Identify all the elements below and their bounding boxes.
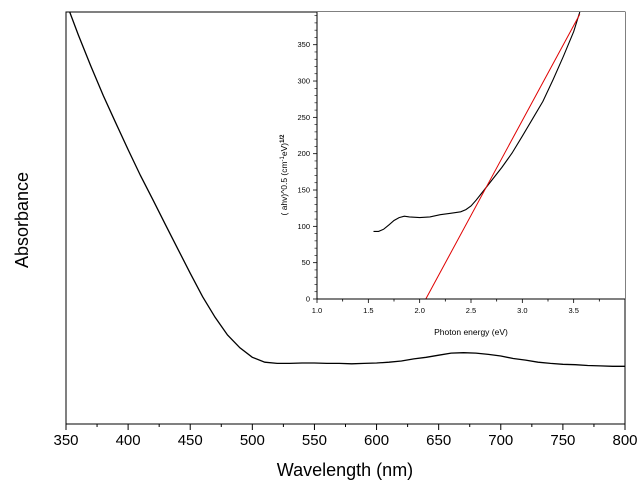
main-plot: 350 400 450 500 550 600 650 700 750 800 Wavelengt… bbox=[12, 11, 638, 480]
inset-x-tick-label: 3.0 bbox=[517, 306, 527, 315]
main-x-tick-label: 800 bbox=[612, 432, 637, 449]
main-x-tick-label: 550 bbox=[302, 432, 327, 449]
tauc-linear-fit bbox=[425, 13, 581, 300]
inset-x-tick-label: 1.5 bbox=[363, 306, 373, 315]
inset-y-label-sup2: 1/2 bbox=[280, 134, 286, 143]
inset-axes: 1.0 1.5 2.0 2.5 3.0 3.5 0 50 100 150 200 250 300 350 bbox=[297, 15, 600, 315]
main-y-axis-label: Absorbance bbox=[12, 172, 32, 268]
inset-y-tick-label: 100 bbox=[297, 222, 310, 231]
inset-x-tick-label: 1.0 bbox=[312, 306, 322, 315]
main-x-tick-label: 500 bbox=[240, 432, 265, 449]
main-x-axis-label: Wavelength (nm) bbox=[277, 460, 413, 480]
main-x-tick-label: 700 bbox=[488, 432, 513, 449]
inset-y-tick-label: 50 bbox=[302, 258, 310, 267]
inset-x-axis-label: Photon energy (eV) bbox=[434, 327, 508, 337]
main-x-tick-label: 750 bbox=[550, 432, 575, 449]
absorbance-curve bbox=[69, 11, 625, 367]
main-x-tick-label: 400 bbox=[116, 432, 141, 449]
inset-y-tick-label: 300 bbox=[297, 77, 310, 86]
inset-x-tick-label: 3.5 bbox=[568, 306, 578, 315]
main-x-tick-label: 450 bbox=[178, 432, 203, 449]
inset-x-tick-label: 2.0 bbox=[414, 306, 424, 315]
main-x-tick-label: 650 bbox=[426, 432, 451, 449]
inset-y-tick-label: 0 bbox=[306, 295, 310, 304]
tauc-data-curve bbox=[373, 11, 581, 232]
inset-y-tick-label: 150 bbox=[297, 186, 310, 195]
main-x-tick-label: 350 bbox=[53, 432, 78, 449]
main-x-ticks: 350 400 450 500 550 600 650 700 750 800 bbox=[53, 424, 638, 449]
inset-x-tick-label: 2.5 bbox=[466, 306, 476, 315]
inset-y-label-sup1: -1 bbox=[280, 155, 286, 161]
main-x-tick-label: 600 bbox=[364, 432, 389, 449]
inset-plot: 1.0 1.5 2.0 2.5 3.0 3.5050100150200250300350 … bbox=[279, 11, 625, 337]
inset-y-tick-label: 350 bbox=[297, 40, 310, 49]
inset-y-tick-label: 200 bbox=[297, 149, 310, 158]
inset-plot-background bbox=[317, 12, 625, 299]
inset-y-label-mid: eV) bbox=[279, 143, 289, 156]
inset-y-tick-label: 250 bbox=[297, 113, 310, 122]
inset-y-label-main: ( ahv)^0.5 (cm bbox=[279, 161, 289, 215]
inset-y-axis-label: ( ahv)^0.5 (cm-1eV)1/2 bbox=[279, 134, 289, 216]
